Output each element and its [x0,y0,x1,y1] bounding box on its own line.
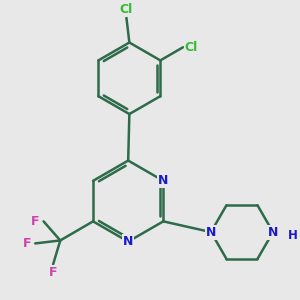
Text: N: N [158,174,169,187]
Text: N: N [268,226,278,238]
Text: F: F [31,215,40,228]
Text: Cl: Cl [120,3,133,16]
Text: N: N [206,226,216,238]
Text: Cl: Cl [185,41,198,54]
Text: F: F [22,237,31,250]
Text: H: H [288,229,298,242]
Text: F: F [49,266,57,279]
Text: N: N [123,235,134,248]
